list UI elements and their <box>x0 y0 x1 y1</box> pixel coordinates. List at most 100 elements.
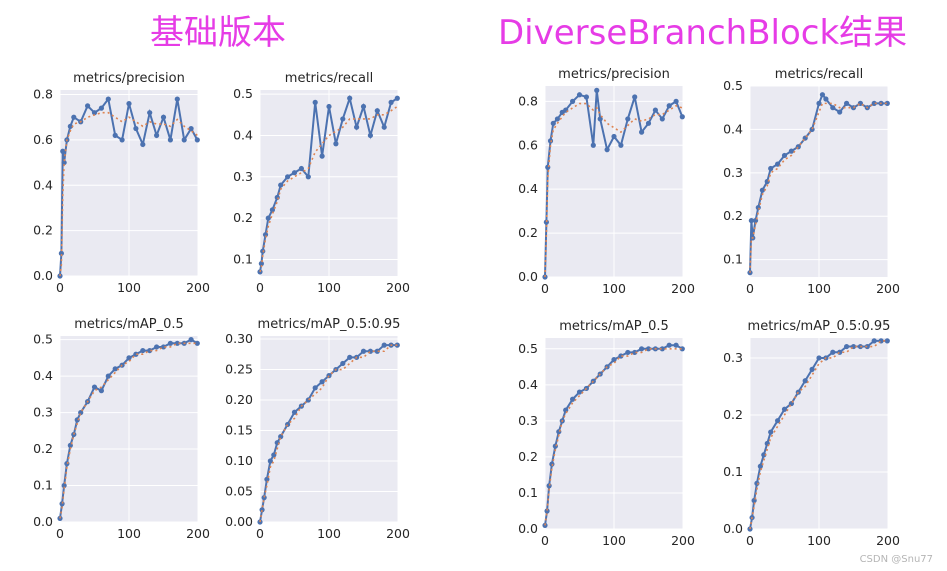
data-point <box>611 133 617 140</box>
watermark: CSDN @Snu77 <box>859 554 933 565</box>
data-point <box>269 207 276 213</box>
x-tick-label: 0 <box>56 280 64 295</box>
chart-base-precision: 0 100 200 0.0 0.2 0.4 0.6 0.8 metrics/precision <box>33 71 210 295</box>
data-point <box>570 396 576 402</box>
y-tick-label: 0.3 <box>233 169 253 184</box>
y-tick-label: 0.6 <box>33 132 53 147</box>
x-tick-label: 100 <box>317 526 341 541</box>
x-tick-label: 200 <box>386 526 410 541</box>
y-tick-label: 0.1 <box>33 478 53 493</box>
data-point <box>594 87 600 93</box>
y-tick-label: 0.3 <box>518 413 538 428</box>
y-tick-label: 0.4 <box>33 177 53 192</box>
data-point <box>570 98 576 104</box>
heading-dbb-result: DiverseBranchBlock结果 <box>498 13 908 53</box>
data-point <box>181 137 187 143</box>
y-tick-label: 0.0 <box>518 269 538 284</box>
x-tick-label: 100 <box>602 281 626 296</box>
x-tick-label: 100 <box>807 281 831 296</box>
data-point <box>98 388 104 394</box>
y-tick-label: 0.1 <box>723 464 743 479</box>
y-tick-label: 0.1 <box>233 251 253 266</box>
x-tick-label: 0 <box>256 280 264 295</box>
plot-title: metrics/precision <box>558 67 670 82</box>
smooth-line <box>59 342 198 519</box>
data-point <box>61 482 67 489</box>
plot-title: metrics/recall <box>775 67 863 82</box>
x-tick-label: 100 <box>602 533 626 548</box>
y-tick-label: 0.4 <box>518 377 538 392</box>
data-point <box>278 182 284 188</box>
y-tick-label: 0.3 <box>33 405 53 420</box>
data-point <box>360 348 367 354</box>
data-point <box>625 349 631 356</box>
data-point <box>673 342 679 348</box>
data-point <box>85 103 91 109</box>
data-point <box>550 120 556 126</box>
y-tick-label: 0.5 <box>723 78 743 93</box>
data-point <box>639 346 645 352</box>
data-point <box>597 116 603 122</box>
x-tick-label: 100 <box>317 280 341 295</box>
data-point <box>381 124 387 130</box>
x-tick-label: 100 <box>807 533 831 548</box>
data-point <box>632 349 638 356</box>
y-tick-label: 0.0 <box>518 521 538 536</box>
y-tick-label: 0.4 <box>723 121 743 136</box>
data-point <box>154 344 160 350</box>
data-point <box>140 347 146 354</box>
y-tick-label: 0.8 <box>33 87 53 102</box>
y-tick-label: 0.25 <box>225 362 253 377</box>
data-point <box>871 338 877 344</box>
data-point <box>147 110 153 116</box>
data-point <box>265 215 271 221</box>
chart-dbb-recall: 0 100 200 0.1 0.2 0.3 0.4 0.5 metrics/recall <box>723 67 900 296</box>
data-point <box>652 107 658 113</box>
data-point <box>60 148 66 154</box>
data-point <box>775 418 781 424</box>
data-point <box>61 159 67 166</box>
data-point <box>194 340 200 346</box>
data-point <box>133 125 139 132</box>
data-point <box>112 366 118 372</box>
data-point <box>78 409 84 416</box>
plot-title: metrics/recall <box>285 71 373 86</box>
data-point <box>374 108 380 114</box>
data-point <box>884 338 890 344</box>
data-point <box>347 354 353 360</box>
data-point <box>583 94 589 100</box>
data-point <box>809 366 815 372</box>
data-point <box>340 116 346 122</box>
y-tick-label: 0.2 <box>233 210 253 225</box>
data-point <box>802 378 808 384</box>
x-tick-label: 200 <box>186 280 210 295</box>
data-point <box>285 174 291 180</box>
y-tick-label: 0.2 <box>518 225 538 240</box>
y-tick-label: 0.6 <box>518 137 538 152</box>
y-tick-label: 0.2 <box>723 407 743 422</box>
chart-dbb-map0595: 0 100 200 0.0 0.1 0.2 0.3 metrics/mAP_0.5:0.95 <box>723 319 900 548</box>
data-point <box>576 92 583 98</box>
data-point <box>781 406 788 412</box>
data-point <box>618 142 624 148</box>
x-tick-label: 200 <box>186 526 210 541</box>
data-point <box>67 123 73 129</box>
y-tick-label: 0.3 <box>723 165 743 180</box>
data-point <box>167 340 173 346</box>
data-point <box>864 343 870 350</box>
x-tick-label: 100 <box>117 280 141 295</box>
data-point <box>319 379 325 385</box>
data-point <box>194 137 200 143</box>
chart-dbb-map05: 0 100 200 0.0 0.1 0.2 0.3 0.4 0.5 metrics/mAP_0.5 <box>518 319 695 548</box>
data-point <box>91 384 98 390</box>
x-tick-label: 200 <box>386 280 410 295</box>
data-point <box>632 94 638 100</box>
data-point <box>167 137 173 143</box>
x-tick-label: 0 <box>56 526 64 541</box>
smooth-line <box>749 102 888 273</box>
data-point <box>354 124 360 130</box>
data-point <box>319 153 325 159</box>
data-point <box>112 132 118 138</box>
y-tick-label: 0.0 <box>723 521 743 536</box>
data-point <box>147 347 153 354</box>
